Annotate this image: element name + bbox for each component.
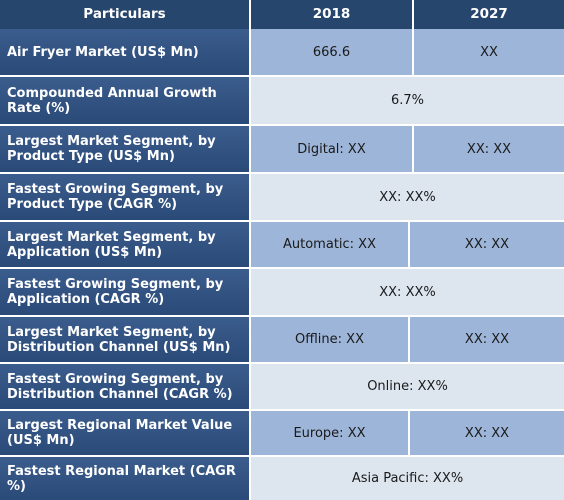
row-label-fastest-product-type: Fastest Growing Segment, by Product Type…: [0, 174, 249, 220]
row-label-fastest-application: Fastest Growing Segment, by Application …: [0, 269, 249, 315]
row-largest-region-2018: Europe: XX: [251, 411, 408, 455]
row-label-market-size: Air Fryer Market (US$ Mn): [0, 29, 249, 75]
row-market-size-2018: 666.6: [251, 29, 412, 75]
row-label-largest-product-type: Largest Market Segment, by Product Type …: [0, 126, 249, 172]
row-label-largest-region: Largest Regional Market Value (US$ Mn): [0, 411, 249, 455]
row-fastest-application-value: XX: XX%: [251, 269, 564, 315]
row-label-fastest-region: Fastest Regional Market (CAGR %): [0, 457, 249, 500]
row-fastest-region-value: Asia Pacific: XX%: [251, 457, 564, 500]
row-largest-application-2027: XX: XX: [410, 222, 564, 267]
row-largest-product-type-2027: XX: XX: [414, 126, 564, 172]
row-cagr-value: 6.7%: [251, 77, 564, 124]
row-largest-product-type-2018: Digital: XX: [251, 126, 412, 172]
row-market-size-2027: XX: [414, 29, 564, 75]
row-label-cagr: Compounded Annual Growth Rate (%): [0, 77, 249, 124]
row-largest-distribution-2018: Offline: XX: [251, 317, 408, 362]
row-largest-region-2027: XX: XX: [410, 411, 564, 455]
row-label-fastest-distribution: Fastest Growing Segment, by Distribution…: [0, 364, 249, 409]
row-label-largest-distribution: Largest Market Segment, by Distribution …: [0, 317, 249, 362]
header-year-2018: 2018: [251, 0, 412, 29]
row-largest-distribution-2027: XX: XX: [410, 317, 564, 362]
header-particulars: Particulars: [0, 0, 249, 29]
row-label-largest-application: Largest Market Segment, by Application (…: [0, 222, 249, 267]
row-fastest-distribution-value: Online: XX%: [251, 364, 564, 409]
row-fastest-product-type-value: XX: XX%: [251, 174, 564, 220]
header-year-2027: 2027: [414, 0, 564, 29]
row-largest-application-2018: Automatic: XX: [251, 222, 408, 267]
